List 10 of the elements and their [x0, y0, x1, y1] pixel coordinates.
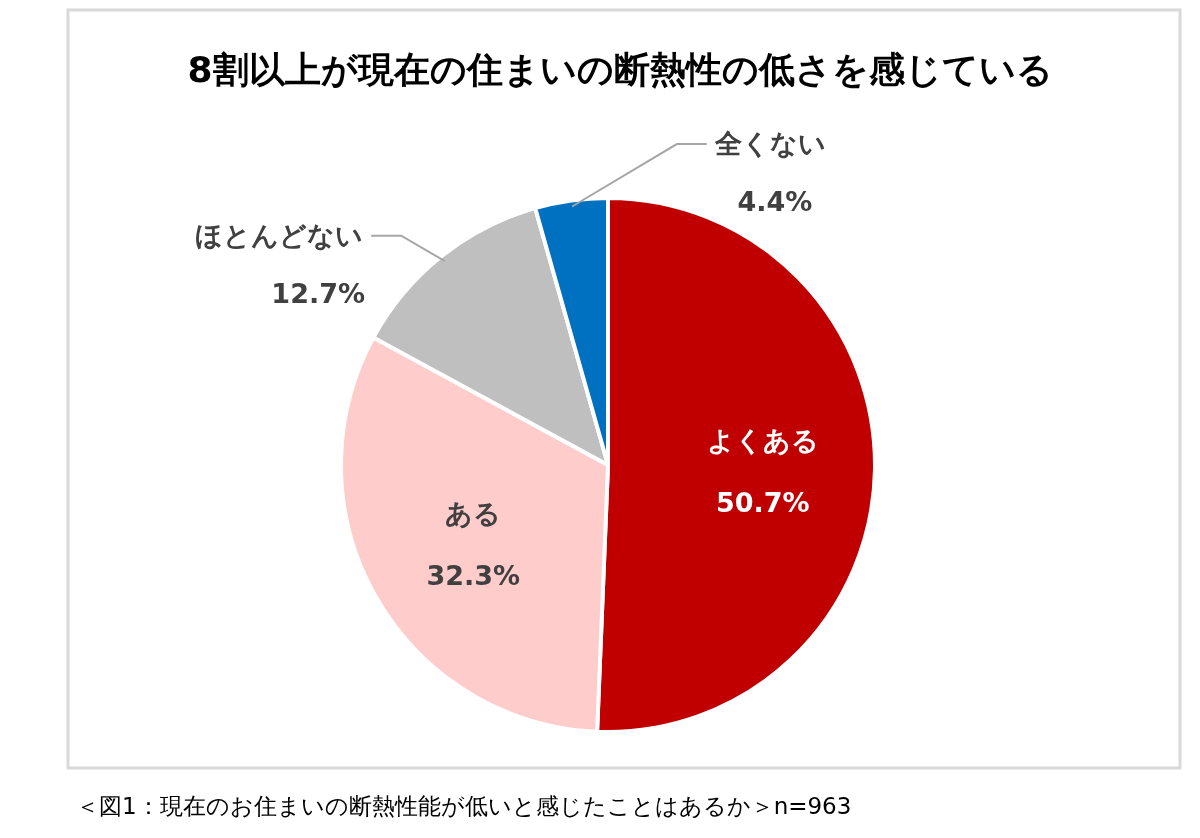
data-label: 50.7% [715, 487, 810, 519]
data-label: 32.3% [426, 560, 521, 592]
slice-label: よくある [706, 425, 819, 457]
slice-label: ほとんどない [195, 219, 364, 251]
slice-label: 全くない [713, 128, 826, 160]
data-label: 4.4% [737, 186, 813, 218]
slice-label: ある [445, 498, 502, 530]
chart-title: 8割以上が現在の住まいの断熱性の低さを感じている [187, 49, 1053, 90]
data-label: 12.7% [271, 277, 366, 309]
text: ＜図1：現在のお住まいの断熱性能が低いと感じたことはあるか＞n=963 [76, 793, 852, 819]
